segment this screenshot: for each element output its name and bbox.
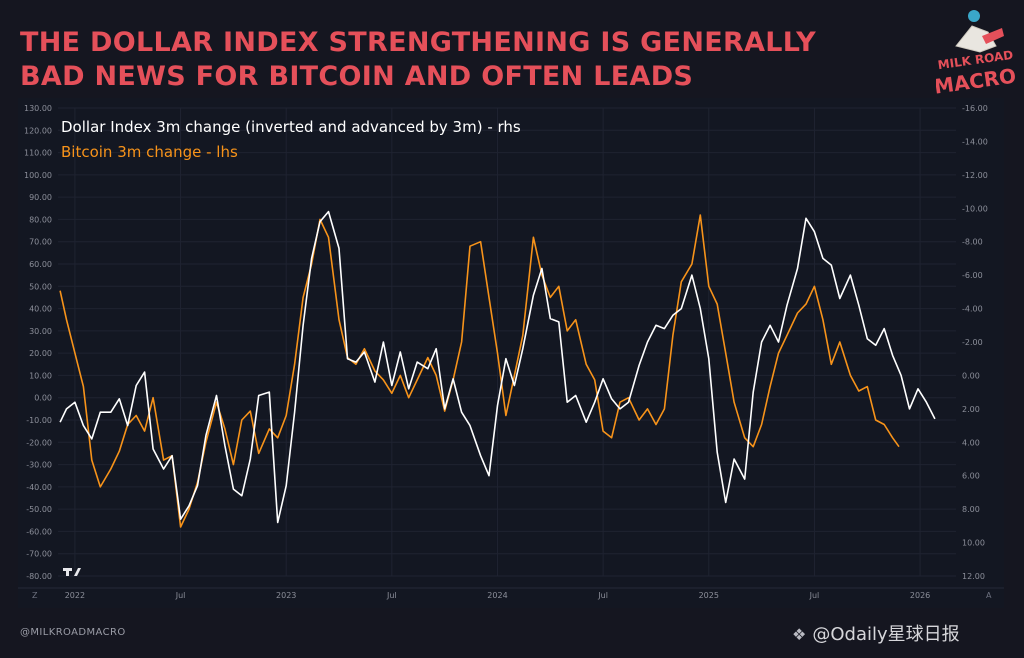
right-axis-tick-label: -8.00	[962, 238, 983, 247]
left-axis-tick-label: 50.00	[29, 282, 52, 291]
x-axis-tick-label: Jul	[175, 591, 186, 600]
chart-svg: 130.00 120.00 110.00 100.00 90.00 80.00 70.00 6…	[18, 104, 1004, 600]
footer-handle: @MILKROADMACRO	[20, 627, 126, 638]
watermark-diamond-icon: ❖	[792, 625, 807, 644]
right-axis-tick-label: -16.00	[962, 104, 988, 113]
left-axis-tick-label: 20.00	[29, 349, 52, 358]
right-axis-tick-label: 10.00	[962, 539, 985, 548]
left-axis-tick-label: -40.00	[26, 483, 52, 492]
right-axis-tick-label: -14.00	[962, 137, 988, 146]
right-axis-tick-label: -6.00	[962, 271, 983, 280]
left-axis-tick-label: 70.00	[29, 238, 52, 247]
right-axis-tick-label: -2.00	[962, 338, 983, 347]
left-corner-marker: Z	[32, 591, 38, 600]
x-axis-tick-label: 2026	[910, 591, 930, 600]
left-axis-tick-label: -60.00	[26, 527, 52, 536]
right-axis-tick-label: 0.00	[962, 371, 980, 380]
right-axis-tick-label: 4.00	[962, 438, 980, 447]
x-axis-tick-label: Jul	[597, 591, 608, 600]
tv-mark-slash	[74, 568, 81, 576]
x-axis-tick-label: 2023	[276, 591, 296, 600]
right-axis-tick-label: -10.00	[962, 204, 988, 213]
left-axis-tick-label: -70.00	[26, 550, 52, 559]
left-axis-tick-label: 110.00	[24, 149, 52, 158]
x-axis-tick-label: 2025	[699, 591, 719, 600]
left-axis-tick-label: -80.00	[26, 572, 52, 581]
tradingview-logo-icon	[63, 568, 81, 576]
watermark-text: @Odaily星球日报	[812, 624, 960, 645]
right-corner-marker: A	[986, 591, 992, 600]
right-axis-tick-label: 2.00	[962, 405, 980, 414]
x-axis-tick-label: Jul	[809, 591, 820, 600]
x-axis-tick-label: 2024	[487, 591, 507, 600]
globe-icon	[968, 10, 980, 22]
rocket-icon	[982, 28, 1004, 44]
right-axis-tick-label: 6.00	[962, 472, 980, 481]
left-axis-tick-label: 90.00	[29, 193, 52, 202]
right-axis-tick-label: 12.00	[962, 572, 985, 581]
tv-mark-stem	[66, 568, 69, 576]
milk-road-macro-logo: MILK ROAD MACRO	[936, 10, 1016, 98]
headline-line-2: BAD NEWS FOR BITCOIN AND OFTEN LEADS	[20, 61, 694, 92]
headline: THE DOLLAR INDEX STRENGTHENING IS GENERA…	[20, 26, 816, 94]
dollar-index-series-line	[59, 210, 936, 524]
left-axis-tick-label: 130.00	[24, 104, 52, 113]
left-axis-tick-label: 120.00	[24, 126, 52, 135]
x-axis-tick-label: Jul	[386, 591, 397, 600]
left-axis-tick-label: 10.00	[29, 371, 52, 380]
left-axis-tick-label: 100.00	[24, 171, 52, 180]
right-axis-tick-label: 8.00	[962, 505, 980, 514]
left-axis-tick-label: 0.00	[34, 394, 52, 403]
left-axis-tick-label: -30.00	[26, 461, 52, 470]
right-axis-tick-label: -4.00	[962, 305, 983, 314]
chart-panel: 130.00 120.00 110.00 100.00 90.00 80.00 70.00 6…	[18, 98, 1004, 608]
plot-area	[58, 108, 956, 576]
x-axis-tick-label: 2022	[65, 591, 85, 600]
left-axis-tick-label: 30.00	[29, 327, 52, 336]
legend-dollar-index: Dollar Index 3m change (inverted and adv…	[61, 118, 521, 136]
left-axis-tick-label: 80.00	[29, 215, 52, 224]
left-axis-tick-label: -10.00	[26, 416, 52, 425]
headline-line-1: THE DOLLAR INDEX STRENGTHENING IS GENERA…	[20, 27, 816, 58]
right-axis-tick-label: -12.00	[962, 171, 988, 180]
source-watermark: ❖ @Odaily星球日报	[792, 620, 960, 646]
legend-bitcoin: Bitcoin 3m change - lhs	[61, 143, 238, 161]
left-axis-tick-label: 60.00	[29, 260, 52, 269]
left-axis-tick-label: 40.00	[29, 305, 52, 314]
left-axis-tick-label: -20.00	[26, 438, 52, 447]
left-axis-tick-label: -50.00	[26, 505, 52, 514]
